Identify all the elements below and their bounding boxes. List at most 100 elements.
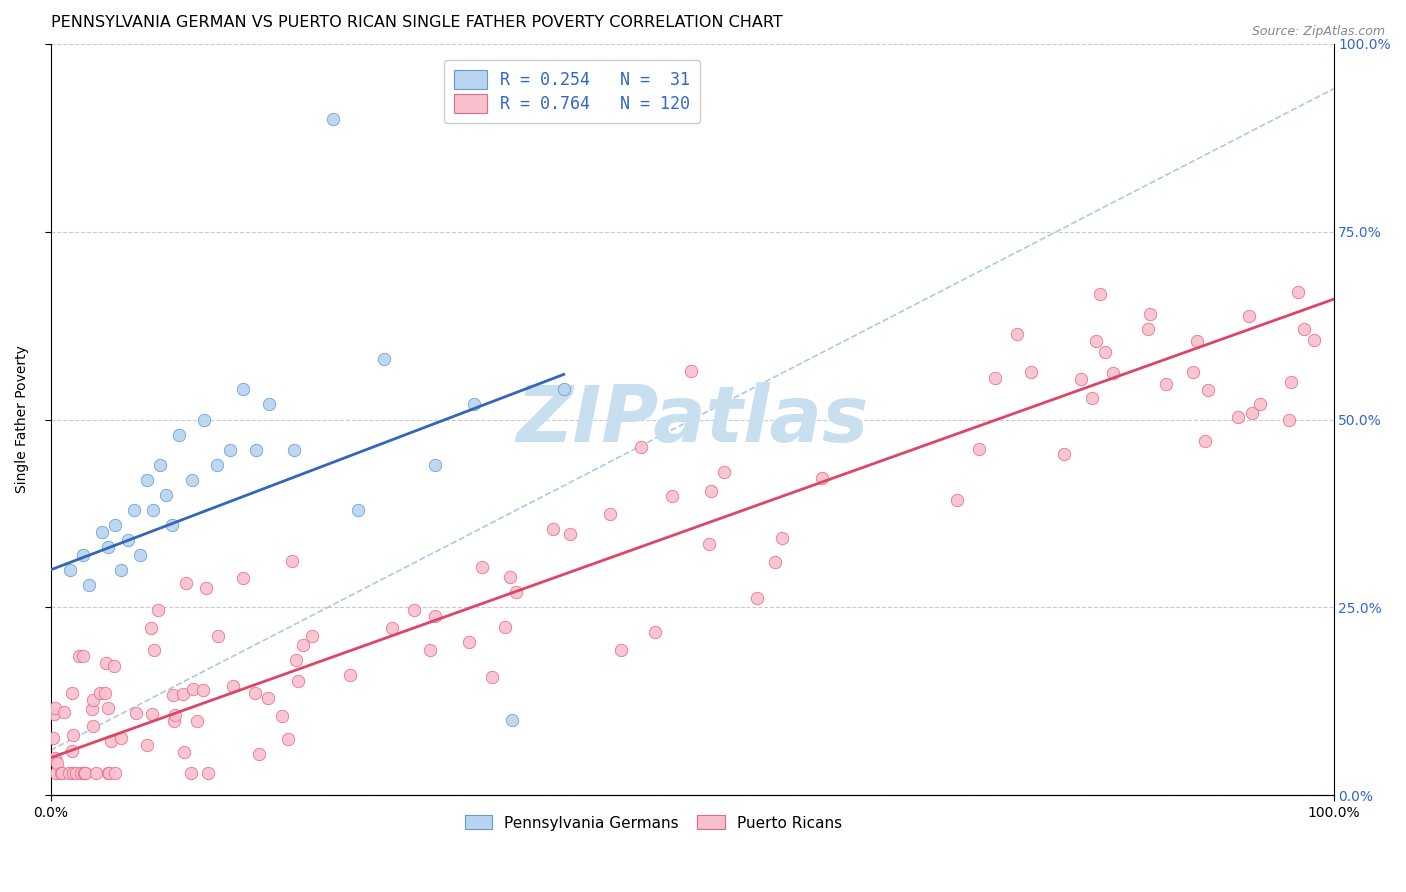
Point <box>135 738 157 752</box>
Point <box>381 621 404 635</box>
Point <box>180 765 202 780</box>
Point <box>180 473 202 487</box>
Point <box>1302 333 1324 347</box>
Point <box>163 714 186 728</box>
Point <box>125 706 148 721</box>
Point <box>51 765 73 780</box>
Point <box>463 397 485 411</box>
Point <box>425 458 447 472</box>
Point <box>135 473 157 487</box>
Point <box>94 656 117 670</box>
Point <box>498 569 520 583</box>
Point <box>1288 285 1310 299</box>
Point <box>1240 405 1263 419</box>
Text: ZIPatlas: ZIPatlas <box>516 382 868 458</box>
Point <box>59 563 82 577</box>
Point <box>104 765 127 780</box>
Point <box>1007 326 1029 341</box>
Point <box>84 765 107 780</box>
Point <box>44 701 66 715</box>
Point <box>139 622 162 636</box>
Point <box>277 732 299 747</box>
Point <box>162 517 184 532</box>
Point <box>1090 286 1112 301</box>
Point <box>713 465 735 479</box>
Point <box>1279 375 1302 389</box>
Point <box>700 484 723 499</box>
Point <box>770 532 793 546</box>
Point <box>763 555 786 569</box>
Point <box>73 765 96 780</box>
Point <box>1185 334 1208 349</box>
Point <box>222 679 245 693</box>
Point <box>1137 322 1160 336</box>
Point <box>75 765 97 780</box>
Point <box>1197 383 1219 397</box>
Point <box>72 648 94 663</box>
Point <box>471 559 494 574</box>
Point <box>292 638 315 652</box>
Point <box>402 603 425 617</box>
Point <box>197 765 219 780</box>
Point <box>373 352 395 367</box>
Point <box>51 765 73 780</box>
Point <box>82 693 104 707</box>
Point <box>560 527 582 541</box>
Point <box>44 751 66 765</box>
Point <box>967 442 990 457</box>
Point <box>661 489 683 503</box>
Point <box>193 683 215 698</box>
Point <box>1294 321 1316 335</box>
Point <box>183 681 205 696</box>
Point <box>207 458 229 472</box>
Point <box>419 643 441 657</box>
Point <box>45 765 67 780</box>
Point <box>697 537 720 551</box>
Point <box>77 578 100 592</box>
Point <box>60 686 83 700</box>
Point <box>65 765 87 780</box>
Point <box>301 629 323 643</box>
Legend: Pennsylvania Germans, Puerto Ricans: Pennsylvania Germans, Puerto Ricans <box>458 809 848 837</box>
Point <box>283 442 305 457</box>
Point <box>281 554 304 568</box>
Point <box>94 685 117 699</box>
Point <box>167 427 190 442</box>
Y-axis label: Single Father Poverty: Single Father Poverty <box>15 345 30 493</box>
Point <box>610 643 633 657</box>
Text: Source: ZipAtlas.com: Source: ZipAtlas.com <box>1251 25 1385 38</box>
Point <box>1102 366 1125 380</box>
Point <box>97 541 120 555</box>
Point <box>110 731 132 745</box>
Point <box>1278 413 1301 427</box>
Point <box>983 371 1005 385</box>
Point <box>681 364 703 378</box>
Point <box>62 765 84 780</box>
Point <box>97 765 120 780</box>
Point <box>142 643 165 657</box>
Point <box>339 668 361 682</box>
Point <box>67 649 90 664</box>
Point <box>97 765 120 780</box>
Point <box>1226 410 1249 425</box>
Point <box>946 493 969 508</box>
Point <box>193 412 215 426</box>
Point <box>60 744 83 758</box>
Point <box>155 488 177 502</box>
Point <box>501 713 523 727</box>
Point <box>62 728 84 742</box>
Point <box>72 548 94 562</box>
Point <box>541 521 564 535</box>
Point <box>219 442 242 457</box>
Point <box>117 533 139 547</box>
Text: PENNSYLVANIA GERMAN VS PUERTO RICAN SINGLE FATHER POVERTY CORRELATION CHART: PENNSYLVANIA GERMAN VS PUERTO RICAN SING… <box>51 15 782 30</box>
Point <box>232 571 254 585</box>
Point <box>505 585 527 599</box>
Point <box>53 705 76 719</box>
Point <box>1139 307 1161 321</box>
Point <box>243 686 266 700</box>
Point <box>630 440 652 454</box>
Point <box>322 112 344 126</box>
Point <box>644 624 666 639</box>
Point <box>1094 345 1116 359</box>
